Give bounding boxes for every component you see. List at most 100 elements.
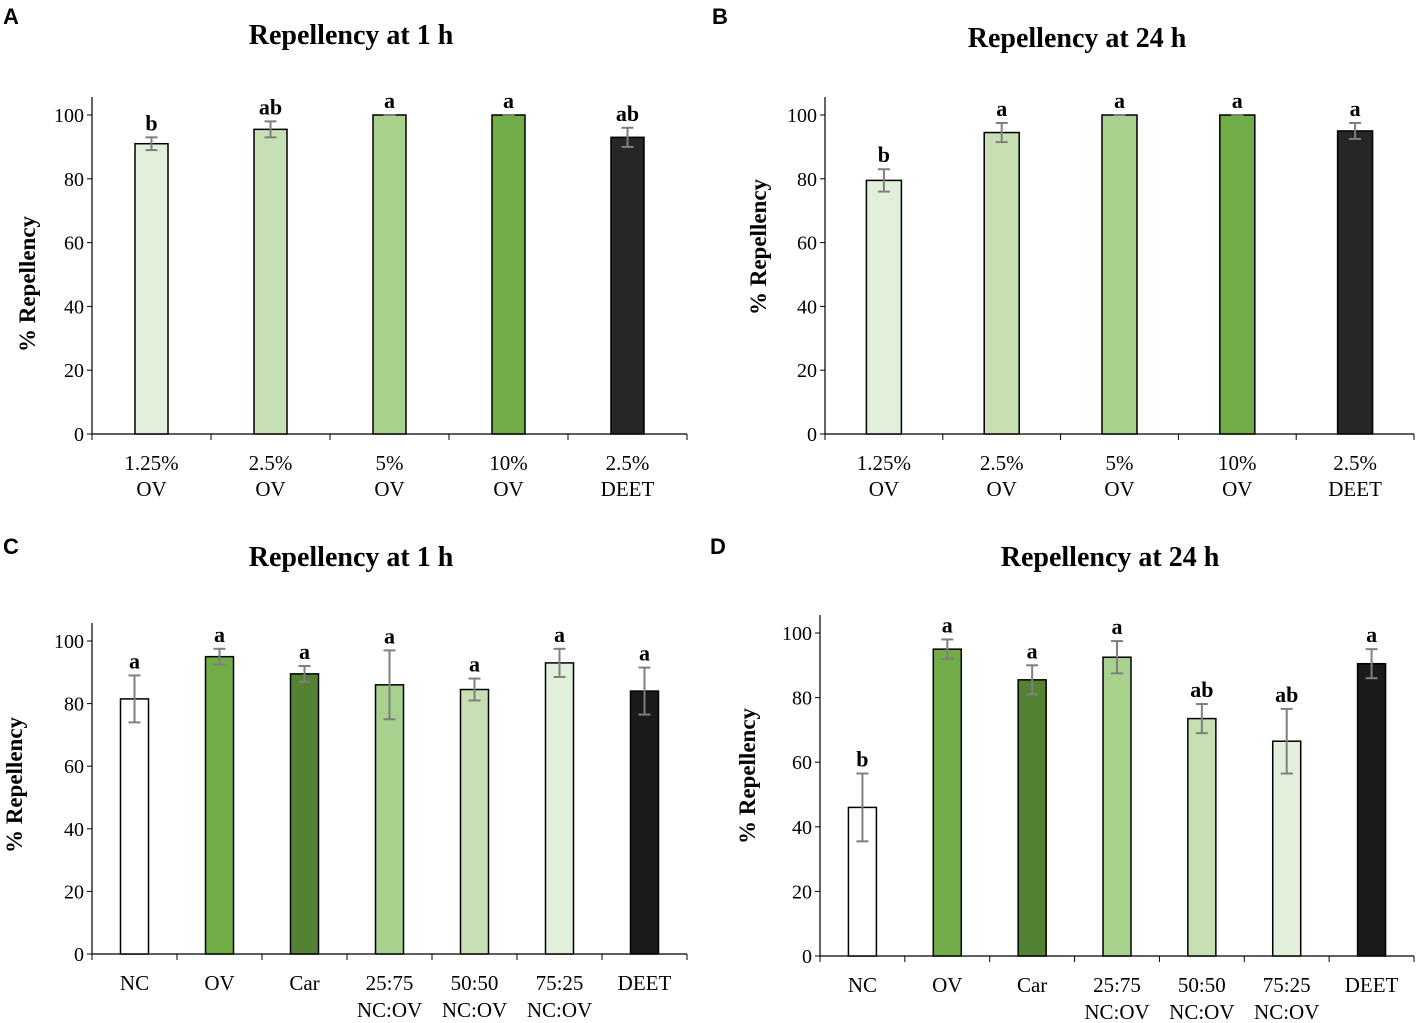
bar xyxy=(374,684,405,955)
y-tick-label: 80 xyxy=(64,694,84,716)
chart-title: Repellency at 24 h xyxy=(1001,542,1220,573)
y-tick-label: 20 xyxy=(792,881,812,903)
x-category-label: NC:OV xyxy=(442,998,507,1022)
significance-letter: a xyxy=(1114,88,1125,113)
bar xyxy=(1101,114,1138,435)
x-category-label: 25:75 xyxy=(1093,973,1141,997)
bar xyxy=(983,131,1020,435)
panel-letter-a: A xyxy=(3,4,19,29)
panel-b: B Repellency at 24 h % Repellency 0 20 40 6… xyxy=(712,4,1415,501)
x-category-label: NC:OV xyxy=(1084,1000,1149,1023)
significance-letter: a xyxy=(942,612,953,637)
panel-letter-c: C xyxy=(3,534,19,559)
significance-letter: b xyxy=(878,142,890,167)
x-category-label: DEET xyxy=(618,971,672,995)
panel-letter-b: B xyxy=(712,4,728,29)
chart-title: Repellency at 1 h xyxy=(249,20,454,51)
x-category-label: 2.5% xyxy=(606,451,650,475)
chart-title: Repellency at 24 h xyxy=(968,23,1187,54)
y-tick-label: 100 xyxy=(54,631,84,653)
x-category-label: 50:50 xyxy=(451,971,499,995)
y-tick-label: 0 xyxy=(807,424,817,446)
bar xyxy=(1017,679,1047,957)
x-category-label: OV xyxy=(869,477,899,501)
bar xyxy=(253,128,288,435)
y-tick-label: 80 xyxy=(792,688,812,710)
bar xyxy=(204,655,235,955)
bar xyxy=(1102,656,1132,957)
x-category-label: DEET xyxy=(601,477,655,501)
x-category-label: OV xyxy=(987,477,1017,501)
x-category-label: OV xyxy=(1104,477,1134,501)
y-tick-label: 80 xyxy=(797,169,817,191)
significance-letter: a xyxy=(639,641,650,666)
y-tick-label: 20 xyxy=(797,360,817,382)
x-category-label: OV xyxy=(374,477,404,501)
bar xyxy=(1336,130,1374,435)
x-category-label: DEET xyxy=(1345,973,1399,997)
significance-letter: ab xyxy=(1190,677,1213,702)
y-axis-label: % Repellency xyxy=(735,707,760,844)
x-category-label: Car xyxy=(289,971,319,995)
x-category-label: DEET xyxy=(1328,477,1382,501)
significance-letter: a xyxy=(1366,622,1377,647)
significance-letter: a xyxy=(214,622,225,647)
x-category-label: 2.5% xyxy=(980,451,1024,475)
bar xyxy=(610,136,645,435)
x-category-label: 2.5% xyxy=(249,451,293,475)
significance-letter: ab xyxy=(1275,682,1298,707)
x-category-label: NC:OV xyxy=(527,998,592,1022)
significance-letter: a xyxy=(996,96,1007,121)
significance-letter: a xyxy=(469,652,480,677)
x-category-label: Car xyxy=(1017,973,1047,997)
significance-letter: a xyxy=(384,88,395,113)
x-category-label: NC:OV xyxy=(1169,1000,1234,1023)
y-axis-label: % Repellency xyxy=(746,178,771,315)
significance-letter: a xyxy=(384,623,395,648)
bar xyxy=(289,673,320,955)
y-tick-label: 0 xyxy=(74,424,84,446)
significance-letter: ab xyxy=(259,94,282,119)
panel-a: A Repellency at 1 h % Repellency 0 20 40 60… xyxy=(3,4,688,501)
y-tick-label: 60 xyxy=(797,233,817,255)
y-tick-label: 80 xyxy=(64,169,84,191)
x-category-label: OV xyxy=(1222,477,1252,501)
y-tick-label: 0 xyxy=(802,946,812,968)
x-category-label: OV xyxy=(493,477,523,501)
panel-d: D Repellency at 24 h % Repellency 0 20 40 6… xyxy=(710,534,1415,1023)
significance-letter: a xyxy=(554,622,565,647)
significance-letter: a xyxy=(1027,638,1038,663)
x-category-label: 5% xyxy=(1106,451,1134,475)
bar xyxy=(459,688,490,955)
bar xyxy=(491,114,526,435)
bar xyxy=(1356,662,1387,957)
y-tick-label: 40 xyxy=(792,817,812,839)
bar xyxy=(629,690,660,955)
x-category-label: OV xyxy=(255,477,285,501)
y-tick-label: 40 xyxy=(64,819,84,841)
significance-letter: a xyxy=(503,88,514,113)
y-tick-label: 20 xyxy=(64,881,84,903)
significance-letter: b xyxy=(145,110,157,135)
bar xyxy=(1219,114,1256,435)
y-tick-label: 100 xyxy=(54,105,84,127)
y-tick-label: 60 xyxy=(64,756,84,778)
y-tick-label: 100 xyxy=(787,105,817,127)
x-category-label: 2.5% xyxy=(1333,451,1377,475)
y-tick-label: 20 xyxy=(64,360,84,382)
bar xyxy=(1187,717,1217,957)
significance-letter: a xyxy=(1112,614,1123,639)
y-tick-label: 100 xyxy=(782,623,812,645)
significance-letter: a xyxy=(1232,88,1243,113)
x-category-label: 75:25 xyxy=(1263,973,1311,997)
panel-letter-d: D xyxy=(710,534,726,559)
y-tick-label: 60 xyxy=(792,752,812,774)
x-category-label: NC:OV xyxy=(1254,1000,1319,1023)
y-axis-label: % Repellency xyxy=(15,215,40,352)
chart-title: Repellency at 1 h xyxy=(249,542,454,573)
y-tick-label: 0 xyxy=(74,944,84,966)
x-category-label: 1.25% xyxy=(124,451,178,475)
x-category-label: OV xyxy=(932,973,962,997)
y-tick-label: 40 xyxy=(797,296,817,318)
